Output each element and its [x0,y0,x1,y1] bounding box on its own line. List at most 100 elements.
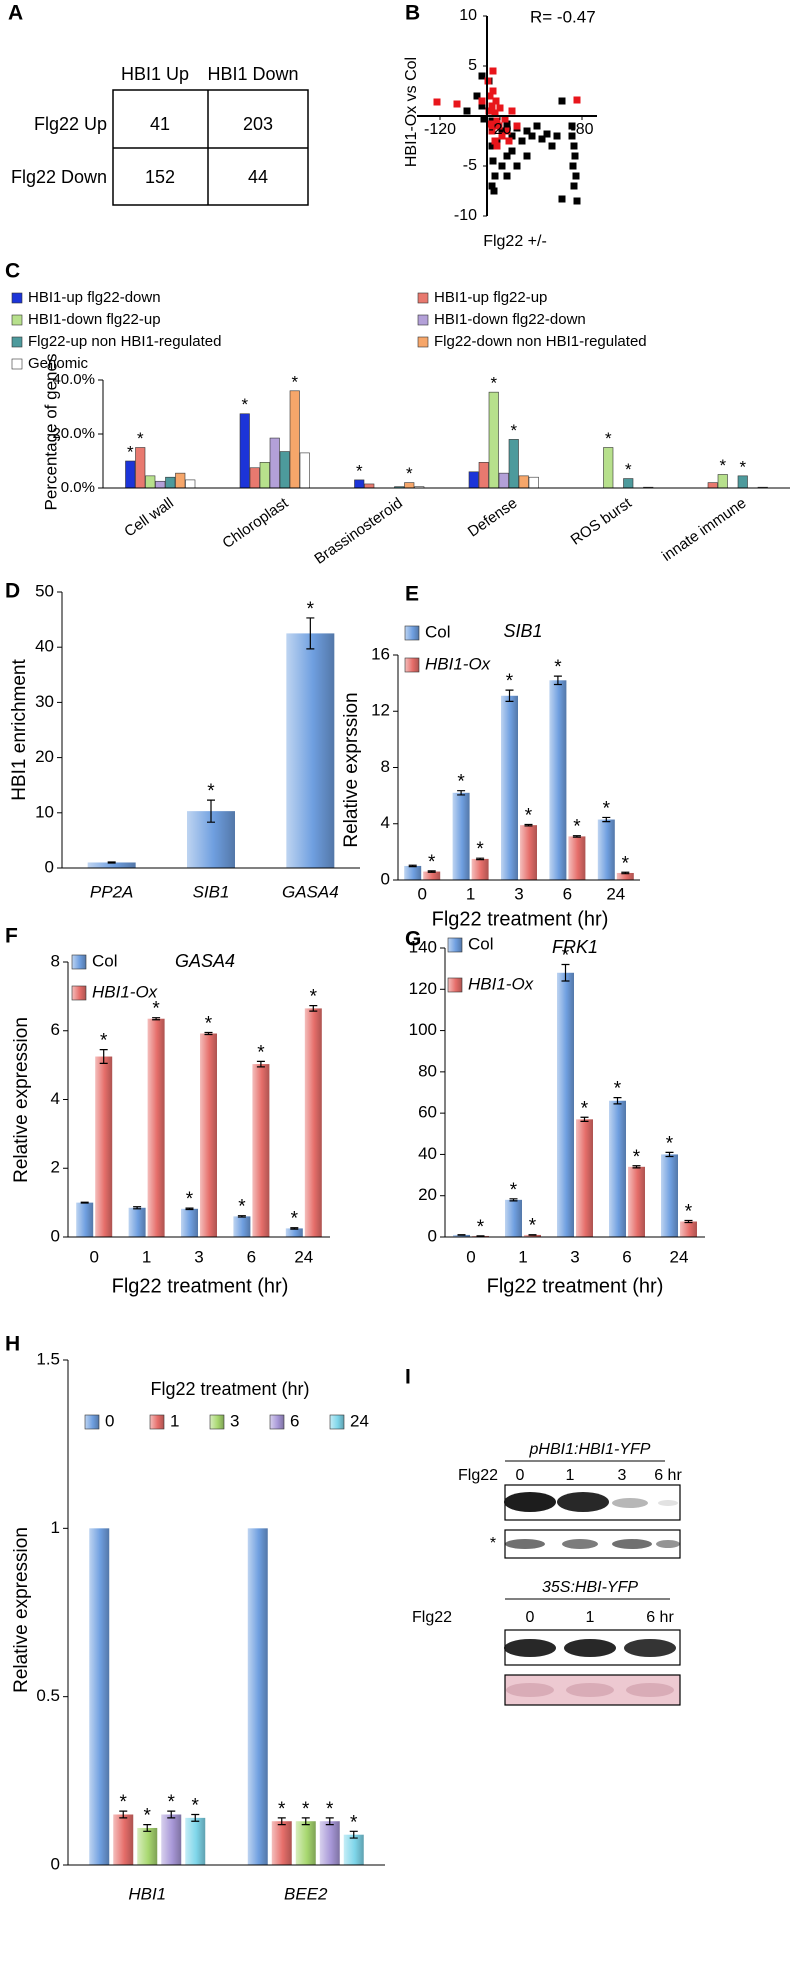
y-axis-label: Relative expression [11,1527,32,1693]
y-axis-label: HBI1 enrichment [9,659,30,801]
point [503,120,511,128]
bar [661,1154,678,1237]
point [569,162,577,170]
significance-star: * [506,671,514,692]
panel-label: G [405,928,421,951]
point [488,142,496,150]
y-tick-label: 60 [418,1103,437,1122]
point [573,96,581,104]
significance-star: * [622,853,630,874]
x-axis-label: Flg22 treatment (hr) [432,908,609,930]
x-axis-label: Flg22 treatment (hr) [112,1275,289,1297]
category-label: Cell wall [121,495,177,541]
point [570,142,578,150]
point [478,72,486,80]
legend-label: 1 [170,1411,179,1430]
legend-swatch [11,336,23,348]
bar [343,1834,364,1865]
point [496,104,504,112]
bar [286,633,335,868]
y-tick-label: 8 [381,757,390,776]
bar [259,462,270,489]
point [485,107,493,115]
error-bar [505,689,514,703]
bar [113,1814,134,1865]
category-label: GASA4 [282,882,339,901]
significance-star: * [605,429,612,448]
blot-band [612,1498,648,1508]
legend-swatch [447,977,463,993]
blot-band [658,1500,678,1506]
bar [707,482,718,489]
bar [128,1207,146,1237]
point [528,132,536,140]
y-tick-label: 0 [51,1226,60,1245]
point [498,132,506,140]
legend-swatch [84,1414,100,1430]
bar [501,695,518,880]
point [478,102,486,110]
legend-label: HBI1-up flg22-up [434,289,547,306]
bar [285,1228,303,1237]
point [503,127,511,135]
legend-swatch [11,314,23,326]
category-label: 3 [514,884,523,903]
bar [125,460,136,489]
legend-label: 3 [230,1411,239,1430]
point [543,130,551,138]
significance-star: * [241,395,248,414]
error-bar [476,857,485,861]
blot-band [656,1540,680,1548]
bar [453,1234,470,1237]
y-tick-label: 120 [409,979,437,998]
annotation: R= -0.47 [530,7,596,26]
significance-star: * [238,1197,246,1218]
point [488,127,496,135]
bar [145,475,156,489]
bar [557,972,574,1237]
category-label: 24 [606,884,625,903]
legend-swatch [404,625,420,641]
row-header: Flg22 Up [34,114,107,134]
blot-band [564,1639,616,1657]
bar [200,1033,217,1237]
blot-band [505,1539,545,1549]
point [489,67,497,75]
bar [185,479,196,489]
category-label: BEE2 [284,1884,328,1903]
x-axis-label: Flg22 treatment (hr) [487,1275,664,1297]
category-label: 1 [142,1247,151,1266]
blot-band [557,1492,609,1512]
category-label: 6 [247,1247,256,1266]
point [498,162,506,170]
point [491,172,499,180]
point [498,127,506,135]
bar [304,1008,322,1237]
error-bar [306,617,315,650]
point [489,87,497,95]
significance-star: * [310,987,318,1008]
lane-label: 0 [526,1609,535,1626]
y-axis-label: Relative expression [11,1017,32,1183]
category-label: 6 [563,884,572,903]
error-bar [133,1206,142,1210]
point [486,92,494,100]
category-label: Defense [465,495,521,541]
bar [549,680,567,880]
category-label: innate immune [659,495,749,565]
bar [76,1202,94,1237]
point [433,98,441,106]
significance-star: * [207,781,215,802]
y-tick-label: 0 [428,1226,437,1245]
blot-band [504,1639,556,1657]
legend-label: Col [468,934,494,953]
error-bar [408,864,417,868]
error-bar [325,1817,334,1826]
error-bar [349,1830,358,1839]
bar [175,472,186,489]
legend-swatch [11,292,23,304]
error-bar [309,1005,318,1012]
point [508,147,516,155]
y-tick-label: 100 [409,1020,437,1039]
error-bar [237,1215,246,1218]
